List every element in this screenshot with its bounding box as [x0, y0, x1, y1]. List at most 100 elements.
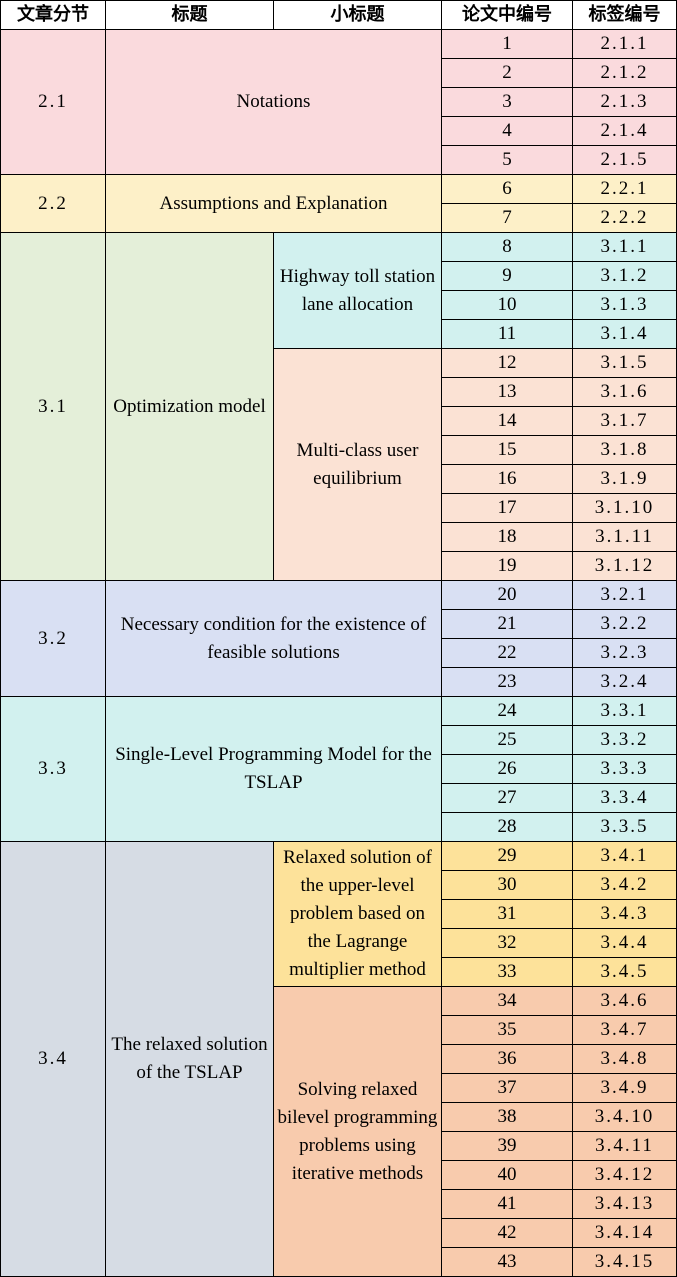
table-row: 35 3.4.7	[1, 1015, 677, 1045]
paper-number-cell: 6	[441, 174, 573, 204]
table-row: 3.3 Single-Level Programming Model for th…	[0, 696, 677, 842]
section-number-cell: 3.4	[0, 841, 106, 1277]
table-row: 27 3.3.4	[1, 783, 677, 813]
paper-number-cell: 34	[441, 986, 573, 1016]
label-number-cell: 3.2.1	[572, 580, 677, 610]
section-number-cell: 2.1	[0, 29, 106, 175]
label-number-cell: 2.1.4	[572, 116, 677, 146]
paper-number-cell: 7	[441, 203, 573, 233]
paper-number-cell: 3	[441, 87, 573, 117]
section-title-cell: Notations	[105, 29, 442, 175]
paper-number-cell: 25	[441, 725, 573, 755]
section-number-cell: 3.2	[0, 580, 106, 697]
paper-number-cell: 24	[441, 696, 573, 726]
paper-number-cell: 32	[441, 928, 573, 958]
label-number-cell: 3.4.9	[572, 1073, 677, 1103]
paper-number-cell: 11	[441, 319, 573, 349]
label-number-cell: 3.3.2	[572, 725, 677, 755]
paper-number-cell: 10	[441, 290, 573, 320]
paper-number-cell: 39	[441, 1131, 573, 1161]
table-row: 10 3.1.3	[1, 290, 677, 320]
table-row: 32 3.4.4	[1, 928, 677, 958]
table-row: 22 3.2.3	[1, 638, 677, 668]
paper-number-cell: 30	[441, 870, 573, 900]
section-number-cell: 3.1	[0, 232, 106, 581]
table-row: 2 2.1.2	[1, 58, 677, 88]
table-row: 2.1 Notations 1 2.1.1	[0, 29, 677, 175]
paper-number-cell: 8	[441, 232, 573, 262]
label-number-cell: 3.1.12	[572, 551, 677, 581]
subtitle-cell: Relaxed solution of the upper-level prob…	[273, 841, 442, 987]
paper-number-cell: 21	[441, 609, 573, 639]
table-row: 21 3.2.2	[1, 609, 677, 639]
subtitle-cell: Solving relaxed bilevel programming prob…	[273, 986, 442, 1277]
section-title-cell: The relaxed solution of the TSLAP	[105, 841, 274, 1277]
label-number-cell: 3.4.4	[572, 928, 677, 958]
label-number-cell: 3.4.11	[572, 1131, 677, 1161]
label-number-cell: 2.1.2	[572, 58, 677, 88]
label-number-cell: 2.1.1	[572, 29, 677, 59]
label-number-cell: 3.4.3	[572, 899, 677, 929]
paper-number-cell: 26	[441, 754, 573, 784]
paper-number-cell: 18	[441, 522, 573, 552]
table-row: 36 3.4.8	[1, 1044, 677, 1074]
label-number-cell: 3.4.13	[572, 1189, 677, 1219]
table-row: 39 3.4.11	[1, 1131, 677, 1161]
label-number-cell: 3.4.1	[572, 841, 677, 871]
table-row: 40 3.4.12	[1, 1160, 677, 1190]
table-row: 7 2.2.2	[1, 203, 677, 233]
table-row: 2.2 Assumptions and Explanation 6 2.2.1	[0, 174, 677, 233]
section-title-cell: Assumptions and Explanation	[105, 174, 442, 233]
section-number-cell: 2.2	[0, 174, 106, 233]
paper-number-cell: 42	[441, 1218, 573, 1248]
paper-number-cell: 40	[441, 1160, 573, 1190]
table-row: 19 3.1.12	[1, 551, 677, 581]
label-number-cell: 3.1.7	[572, 406, 677, 436]
paper-number-cell: 15	[441, 435, 573, 465]
paper-number-cell: 14	[441, 406, 573, 436]
paper-number-cell: 4	[441, 116, 573, 146]
label-number-cell: 3.3.3	[572, 754, 677, 784]
subtitle-cell: Multi-class user equilibrium	[273, 348, 442, 581]
label-number-cell: 3.1.10	[572, 493, 677, 523]
label-number-cell: 3.1.2	[572, 261, 677, 291]
label-number-cell: 3.2.2	[572, 609, 677, 639]
paper-number-cell: 37	[441, 1073, 573, 1103]
table-row: Solving relaxed bilevel programming prob…	[1, 986, 677, 1277]
label-number-cell: 3.1.4	[572, 319, 677, 349]
label-number-cell: 3.4.14	[572, 1218, 677, 1248]
paper-number-cell: 20	[441, 580, 573, 610]
label-number-cell: 2.1.5	[572, 145, 677, 175]
paper-number-cell: 23	[441, 667, 573, 697]
table-row: 17 3.1.10	[1, 493, 677, 523]
table-row: 5 2.1.5	[1, 145, 677, 175]
paper-number-cell: 9	[441, 261, 573, 291]
paper-number-cell: 13	[441, 377, 573, 407]
label-number-cell: 3.3.5	[572, 812, 677, 842]
label-number-cell: 3.4.12	[572, 1160, 677, 1190]
table-row: 38 3.4.10	[1, 1102, 677, 1132]
label-number-cell: 3.3.1	[572, 696, 677, 726]
table-row: 18 3.1.11	[1, 522, 677, 552]
section-title-cell: Single-Level Programming Model for the T…	[105, 696, 442, 842]
table-row: 37 3.4.9	[1, 1073, 677, 1103]
label-number-cell: 3.4.2	[572, 870, 677, 900]
table-row: 30 3.4.2	[1, 870, 677, 900]
label-number-cell: 3.1.9	[572, 464, 677, 494]
label-number-cell: 3.1.5	[572, 348, 677, 378]
label-number-cell: 3.2.4	[572, 667, 677, 697]
header-title: 标题	[105, 0, 274, 30]
subtitle-cell: Highway toll station lane allocation	[273, 232, 442, 349]
section-number-cell: 3.3	[0, 696, 106, 842]
paper-number-cell: 19	[441, 551, 573, 581]
paper-number-cell: 35	[441, 1015, 573, 1045]
label-number-cell: 3.4.6	[572, 986, 677, 1016]
label-number-cell: 3.4.10	[572, 1102, 677, 1132]
paper-number-cell: 43	[441, 1247, 573, 1277]
header-section: 文章分节	[0, 0, 106, 30]
label-number-cell: 2.1.3	[572, 87, 677, 117]
label-number-cell: 3.4.15	[572, 1247, 677, 1277]
table-row: 33 3.4.5	[1, 957, 677, 987]
table-row: 3.1 Optimization model Highway toll statio…	[0, 232, 677, 581]
label-number-cell: 3.1.8	[572, 435, 677, 465]
